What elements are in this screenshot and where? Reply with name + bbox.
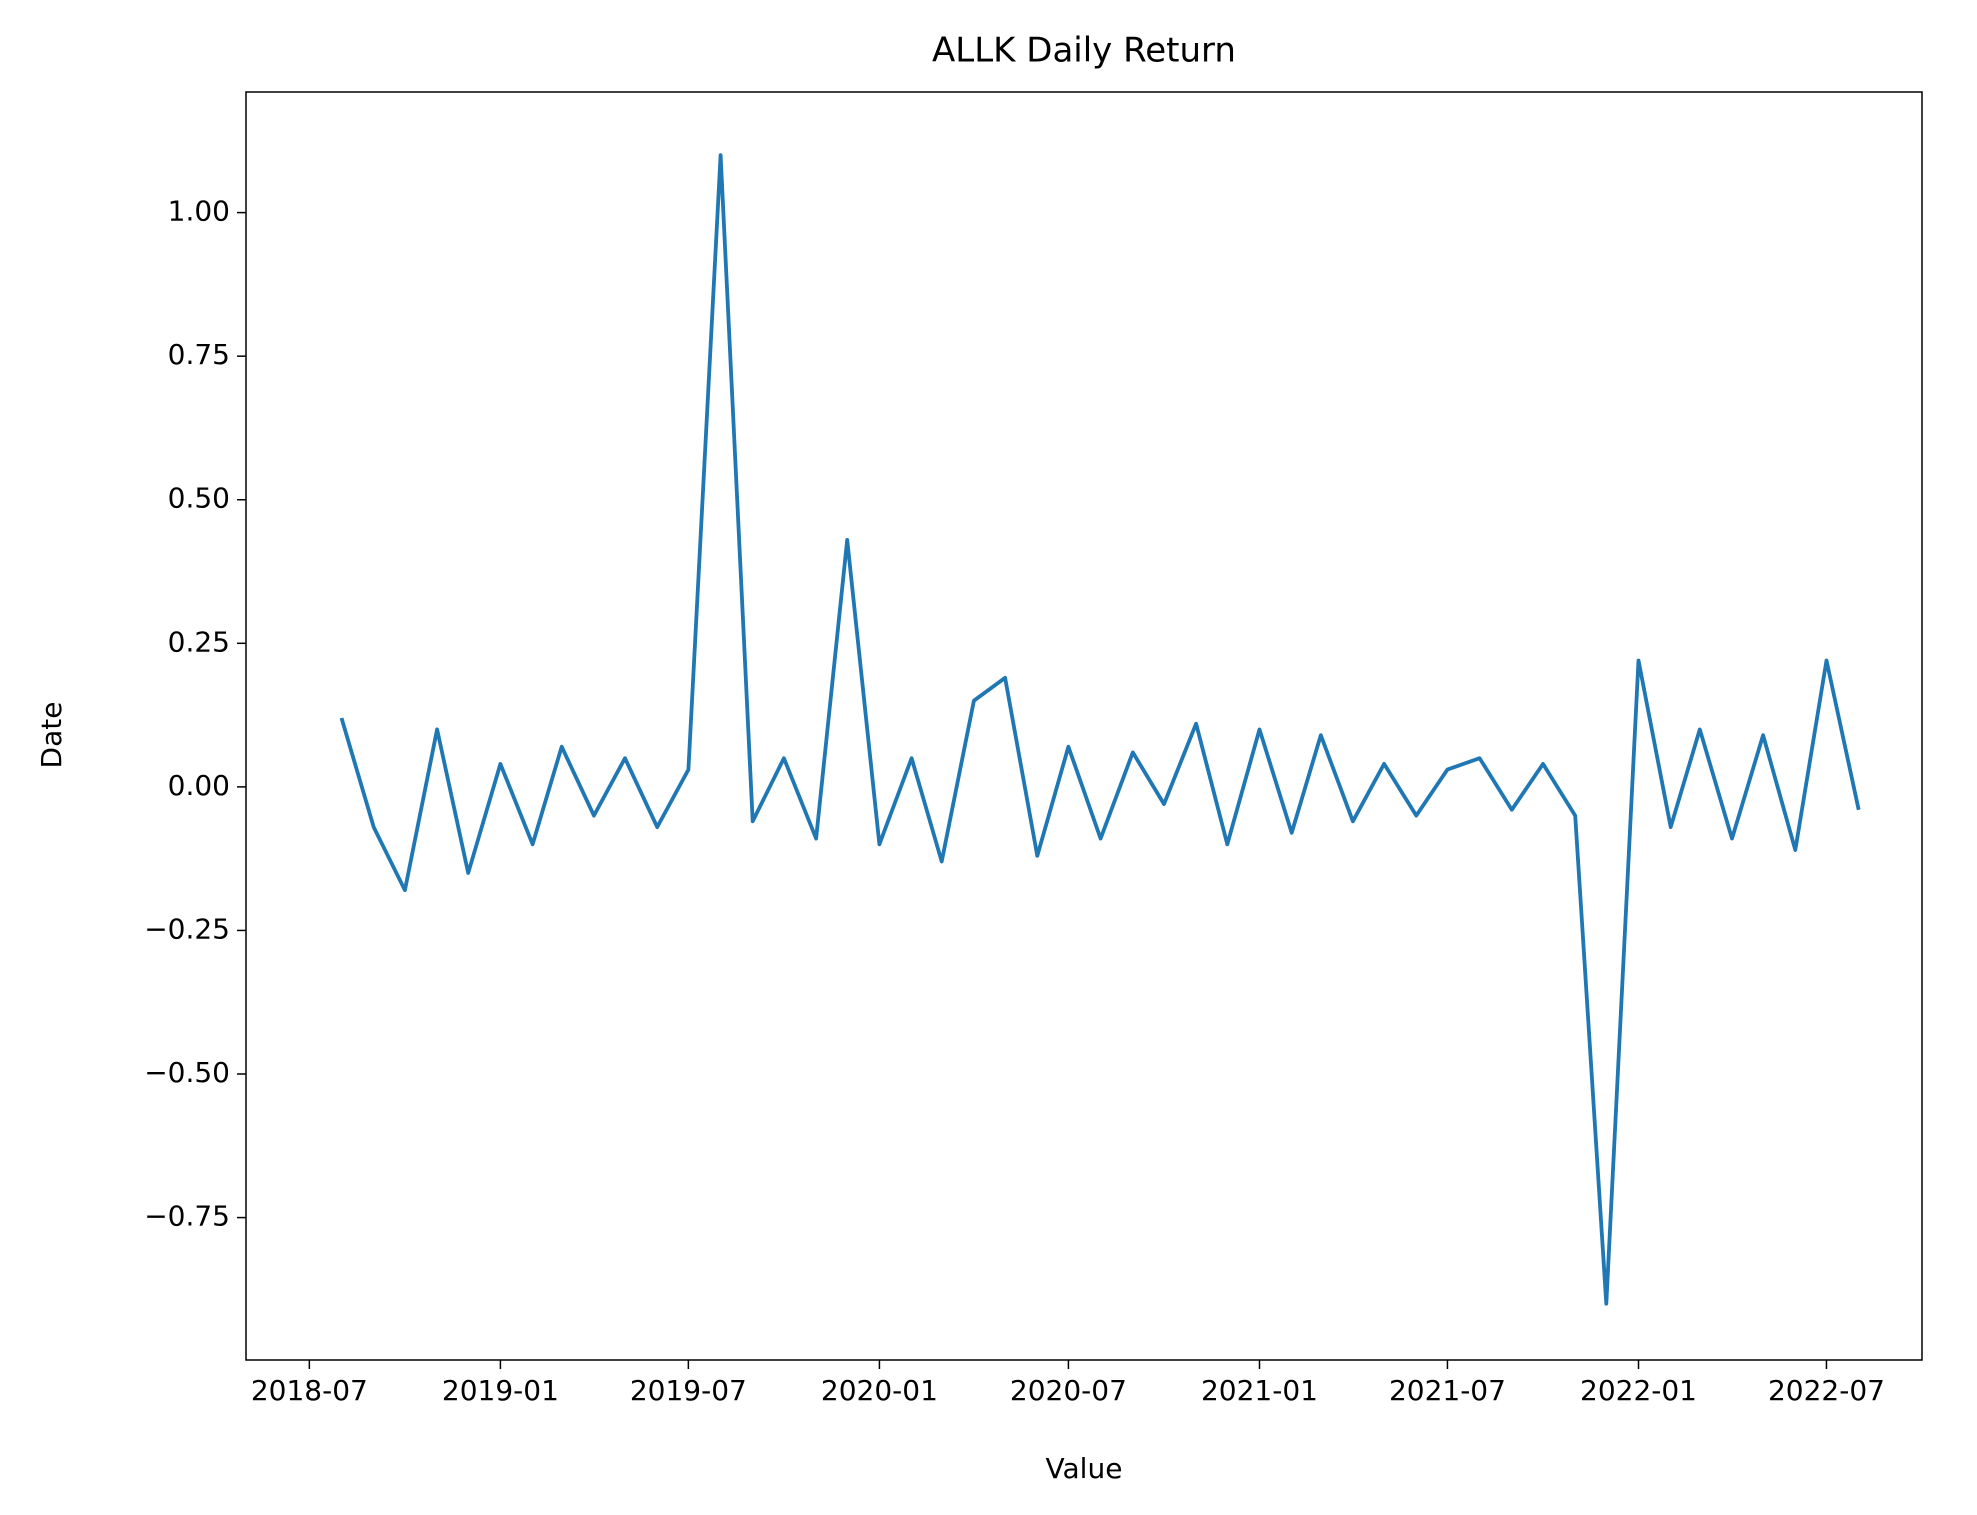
y-tick-label: 1.00 <box>168 195 230 228</box>
y-tick-label: −0.75 <box>144 1200 230 1233</box>
plot-frame <box>245 91 1923 1361</box>
y-tick-label: 0.00 <box>168 769 230 802</box>
x-tick-label: 2021-01 <box>1201 1374 1318 1407</box>
x-tick-label: 2018-07 <box>251 1374 368 1407</box>
x-tick-label: 2022-07 <box>1768 1374 1885 1407</box>
y-tick-label: −0.50 <box>144 1056 230 1089</box>
x-tick-label: 2020-01 <box>821 1374 938 1407</box>
y-tick-label: 0.25 <box>168 625 230 658</box>
y-tick-label: 0.50 <box>168 482 230 515</box>
x-tick-label: 2020-07 <box>1010 1374 1127 1407</box>
x-tick-label: 2019-07 <box>630 1374 747 1407</box>
x-tick-label: 2022-01 <box>1580 1374 1697 1407</box>
chart-title: ALLK Daily Return <box>932 31 1236 71</box>
data-line <box>339 153 1861 1306</box>
y-tick-label: 0.75 <box>168 338 230 371</box>
y-tick-label: −0.25 <box>144 912 230 945</box>
x-axis-label: Value <box>1046 1452 1123 1485</box>
y-axis-label: Date <box>35 702 68 769</box>
x-tick-label: 2019-01 <box>442 1374 559 1407</box>
x-tick-label: 2021-07 <box>1389 1374 1506 1407</box>
